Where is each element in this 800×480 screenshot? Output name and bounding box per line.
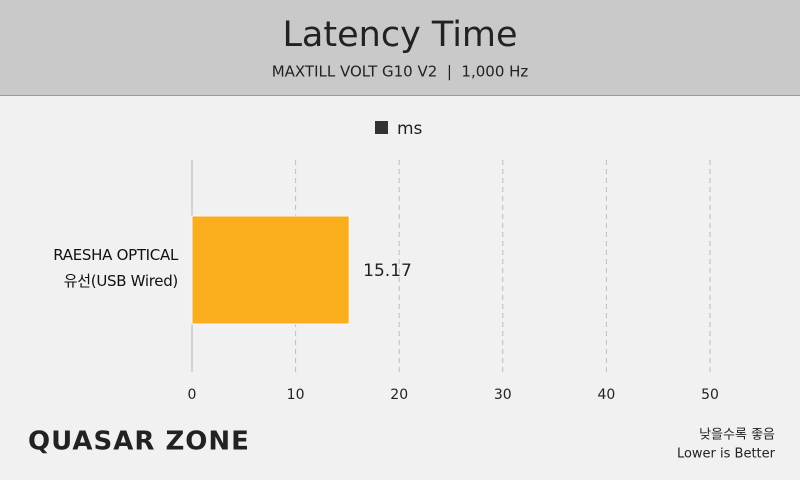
x-tick-label: 30 <box>494 387 512 403</box>
x-tick-label: 0 <box>188 387 197 403</box>
x-tick-label: 10 <box>287 387 305 403</box>
legend-swatch <box>375 121 388 134</box>
header <box>0 0 800 95</box>
legend-label: ms <box>397 119 423 139</box>
x-tick-label: 40 <box>597 387 615 403</box>
value-label: 15.17 <box>363 261 412 281</box>
logo: QUASAR ZONE <box>28 427 250 457</box>
chart-title: Latency Time <box>282 15 517 55</box>
chart-subtitle: MAXTILL VOLT G10 V2 | 1,000 Hz <box>272 63 529 81</box>
bar <box>191 215 350 325</box>
note: 낮을수록 좋음 <box>699 428 775 443</box>
category-label: RAESHA OPTICAL 유선(USB Wired) <box>53 246 178 290</box>
note: Lower is Better <box>677 447 776 462</box>
x-tick-label: 50 <box>701 387 719 403</box>
x-tick-label: 20 <box>390 387 408 403</box>
